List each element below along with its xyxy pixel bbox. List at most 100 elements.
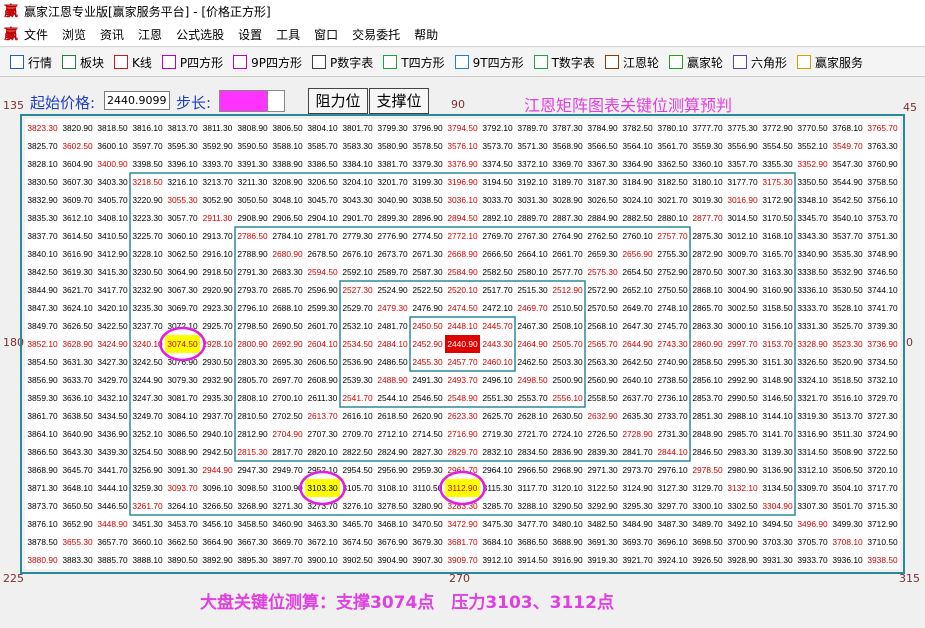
matrix-cell: 2625.70 bbox=[480, 407, 515, 425]
toolbar-button[interactable]: 9P四方形 bbox=[233, 54, 302, 71]
menu-item[interactable]: 窗口 bbox=[314, 27, 339, 42]
matrix-cell: 3194.50 bbox=[480, 173, 515, 191]
menu-item[interactable]: 交易委托 bbox=[352, 27, 401, 42]
matrix-cell: 2822.50 bbox=[340, 443, 375, 461]
matrix-cell: 3458.50 bbox=[235, 515, 270, 533]
matrix-cell: 2570.50 bbox=[585, 299, 620, 317]
matrix-cell: 3273.70 bbox=[305, 497, 340, 515]
color-swatch[interactable] bbox=[219, 90, 269, 112]
matrix-cell: 2882.50 bbox=[620, 209, 655, 227]
toolbar-label: K线 bbox=[132, 55, 152, 70]
resistance-button[interactable]: 阻力位 bbox=[308, 88, 368, 114]
matrix-cell: 3717.70 bbox=[865, 479, 900, 497]
matrix-cell: 3360.10 bbox=[690, 155, 725, 173]
matrix-cell: 3849.70 bbox=[25, 317, 60, 335]
matrix-cell: 3127.30 bbox=[655, 479, 690, 497]
matrix-cell: 3871.30 bbox=[25, 479, 60, 497]
matrix-cell: 3513.70 bbox=[830, 407, 865, 425]
matrix-cell: 3249.70 bbox=[130, 407, 165, 425]
matrix-cell: 3290.50 bbox=[550, 497, 585, 515]
matrix-cell: 2654.50 bbox=[620, 263, 655, 281]
matrix-cell: 3688.90 bbox=[550, 533, 585, 551]
toolbar-button[interactable]: 江恩轮 bbox=[604, 54, 659, 71]
matrix-cell: 3873.70 bbox=[25, 497, 60, 515]
matrix-cell: 2774.50 bbox=[410, 227, 445, 245]
menu-item[interactable]: 帮助 bbox=[414, 27, 439, 42]
matrix-cell: 3314.50 bbox=[795, 443, 830, 461]
matrix-cell: 3549.70 bbox=[830, 137, 865, 155]
angle-label: 90 bbox=[451, 98, 465, 111]
color-dropdown[interactable] bbox=[267, 90, 285, 112]
matrix-cell: 3772.90 bbox=[760, 119, 795, 137]
toolbar-button[interactable]: 六角形 bbox=[732, 54, 787, 71]
matrix-title: 江恩矩阵图表关键位测算预判 bbox=[524, 96, 733, 115]
toolbar-button[interactable]: 行情 bbox=[10, 54, 52, 71]
matrix-cell: 2920.90 bbox=[200, 281, 235, 299]
menu-item[interactable]: 文件 bbox=[24, 27, 49, 42]
matrix-cell: 3324.10 bbox=[795, 371, 830, 389]
toolbar-button[interactable]: K线 bbox=[114, 54, 152, 71]
matrix-cell: 2688.10 bbox=[270, 299, 305, 317]
toolbar-button[interactable]: T数字表 bbox=[533, 54, 595, 71]
matrix-cell: 3340.90 bbox=[795, 245, 830, 263]
toolbar-button[interactable]: 赢家服务 bbox=[796, 54, 863, 71]
matrix-cell: 3811.30 bbox=[200, 119, 235, 137]
matrix-cell: 2589.70 bbox=[375, 263, 410, 281]
toolbar-label: T数字表 bbox=[551, 55, 595, 70]
matrix-cell: 2932.90 bbox=[200, 371, 235, 389]
matrix-cell: 3844.90 bbox=[25, 281, 60, 299]
matrix-cell: 3136.90 bbox=[760, 461, 795, 479]
menu-item[interactable]: 工具 bbox=[276, 27, 301, 42]
matrix-cell: 3928.90 bbox=[725, 551, 760, 569]
matrix-cell: 3004.90 bbox=[725, 281, 760, 299]
matrix-cell: 3472.90 bbox=[445, 515, 480, 533]
matrix-cell: 3405.70 bbox=[95, 191, 130, 209]
matrix-cell: 2584.90 bbox=[445, 263, 480, 281]
menu-item[interactable]: 设置 bbox=[238, 27, 263, 42]
matrix-cell: 3643.30 bbox=[60, 443, 95, 461]
matrix-cell: 3112.90 bbox=[445, 479, 480, 497]
matrix-cell: 2858.50 bbox=[690, 353, 725, 371]
matrix-cell: 3117.70 bbox=[515, 479, 550, 497]
matrix-cell: 3381.70 bbox=[375, 155, 410, 173]
menu-item[interactable]: 公式选股 bbox=[176, 27, 225, 42]
toolbar-button[interactable]: P四方形 bbox=[161, 54, 223, 71]
toolbar-button[interactable]: 板块 bbox=[62, 54, 104, 71]
matrix-cell: 2937.70 bbox=[200, 407, 235, 425]
matrix-cell: 2505.70 bbox=[550, 335, 585, 353]
matrix-cell: 3160.90 bbox=[760, 281, 795, 299]
matrix-cell: 2805.70 bbox=[235, 371, 270, 389]
matrix-cell: 2868.10 bbox=[690, 281, 725, 299]
toolbar-button[interactable]: 赢家轮 bbox=[668, 54, 723, 71]
matrix-cell: 3787.30 bbox=[550, 119, 585, 137]
toolbar-button[interactable]: T四方形 bbox=[383, 54, 445, 71]
matrix-cell: 3429.70 bbox=[95, 371, 130, 389]
matrix-cell: 2534.50 bbox=[340, 335, 375, 353]
matrix-cell: 3384.10 bbox=[340, 155, 375, 173]
matrix-cell: 2548.90 bbox=[445, 389, 480, 407]
matrix-cell: 2750.50 bbox=[655, 281, 690, 299]
matrix-cell: 3782.50 bbox=[620, 119, 655, 137]
menu-item[interactable]: 江恩 bbox=[138, 27, 163, 42]
matrix-cell: 3820.90 bbox=[60, 119, 95, 137]
matrix-cell: 2683.30 bbox=[270, 263, 305, 281]
menu-item[interactable]: 资讯 bbox=[100, 27, 125, 42]
matrix-cell: 3729.70 bbox=[865, 389, 900, 407]
matrix-cell: 3307.30 bbox=[795, 497, 830, 515]
start-input[interactable]: 2440.9099 bbox=[104, 91, 170, 110]
matrix-cell: 3271.30 bbox=[270, 497, 305, 515]
toolbar-button[interactable]: P数字表 bbox=[312, 54, 373, 71]
matrix-cell: 3228.10 bbox=[130, 245, 165, 263]
matrix-cell: 3744.10 bbox=[865, 281, 900, 299]
toolbar-icon bbox=[796, 55, 811, 69]
matrix-cell: 2728.90 bbox=[620, 425, 655, 443]
matrix-cell: 2592.10 bbox=[340, 263, 375, 281]
menu-item[interactable]: 浏览 bbox=[62, 27, 87, 42]
menu-icon[interactable]: 赢 bbox=[4, 27, 18, 43]
matrix-cell: 3691.30 bbox=[585, 533, 620, 551]
support-button[interactable]: 支撑位 bbox=[369, 88, 429, 114]
toolbar-button[interactable]: 9T四方形 bbox=[454, 54, 524, 71]
matrix-cell: 3501.70 bbox=[830, 497, 865, 515]
matrix-cell: 2853.70 bbox=[690, 389, 725, 407]
matrix-cell: 3784.90 bbox=[585, 119, 620, 137]
